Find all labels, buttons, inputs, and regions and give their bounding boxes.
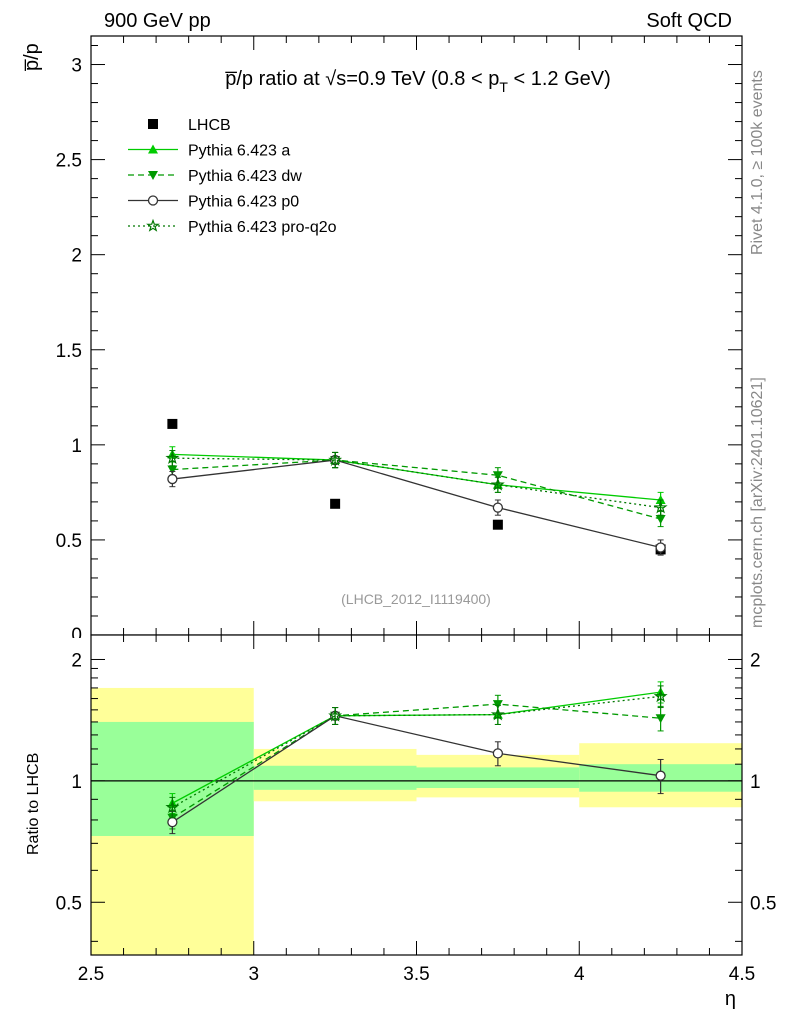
series-line-pythia-6-423-dw	[172, 459, 661, 520]
y-tick-label-right: 2	[750, 650, 761, 671]
y-tick-label: 2	[71, 650, 82, 671]
point-lhcb	[492, 519, 503, 530]
legend-marker-pythia-6-423-pro-q2o	[146, 218, 160, 232]
legend-marker-pythia-6-423-a	[148, 144, 158, 154]
y-tick-label-right: 1	[750, 772, 761, 793]
uncertainty-band-inner	[253, 765, 417, 790]
legend-marker-pythia-6-423-p0	[147, 195, 159, 206]
y-tick-label-right: 0.5	[750, 893, 776, 914]
point-lhcb	[330, 498, 341, 509]
legend-marker-pythia-6-423-dw	[148, 171, 158, 180]
uncertainty-band-inner	[416, 767, 580, 789]
chart-title-subscript: T	[499, 79, 508, 95]
side-label-rivet: Rivet 4.1.0, ≥ 100k events	[749, 70, 766, 255]
x-tick-label: 4.5	[729, 964, 755, 985]
series-pythia-6-423-pro-q2o	[165, 450, 668, 516]
series-line-pythia-6-423-pro-q2o	[172, 457, 661, 509]
legend-label-pythia-6-423-pro-q2o: Pythia 6.423 pro-q2o	[188, 219, 337, 236]
y-tick-label: 1	[71, 772, 82, 793]
ratio-point-pythia-6-423-dw	[655, 714, 666, 724]
y-tick-label: 2	[71, 246, 82, 267]
point-pythia-6-423-pro-q2o	[328, 452, 343, 466]
chart-title-rest: < 1.2 GeV)	[508, 68, 611, 90]
legend-label-pythia-6-423-a: Pythia 6.423 a	[188, 143, 290, 160]
x-axis-label: η	[725, 988, 736, 1010]
y-tick-label: 0	[71, 625, 82, 646]
point-pythia-6-423-dw	[167, 465, 178, 475]
y-tick-label: 3	[71, 56, 82, 77]
legend-label-pythia-6-423-p0: Pythia 6.423 p0	[188, 194, 299, 211]
ratio-line-pythia-6-423-p0	[172, 715, 661, 823]
ratio-point-pythia-6-423-pro-q2o	[328, 708, 343, 722]
ratio-point-pythia-6-423-dw	[492, 700, 503, 710]
ratio-point-pythia-6-423-pro-q2o	[165, 799, 180, 814]
ratio-point-pythia-6-423-pro-q2o	[653, 689, 668, 703]
point-pythia-6-423-p0	[167, 473, 178, 485]
header-left: 900 GeV pp	[104, 10, 211, 32]
point-pythia-6-423-dw	[655, 515, 666, 525]
chart-title: p̅/p ratio at √s=0.9 TeV (0.8 < pT < 1.2…	[225, 68, 611, 95]
legend-marker-lhcb	[148, 119, 158, 129]
x-tick-label: 2.5	[78, 964, 104, 985]
y-tick-label: 2.5	[56, 151, 82, 172]
ratio-point-pythia-6-423-pro-q2o	[490, 707, 505, 721]
legend-label-pythia-6-423-dw: Pythia 6.423 dw	[188, 168, 302, 185]
chart-title-main: p̅/p ratio at √s=0.9 TeV (0.8 < p	[225, 68, 499, 90]
main-panel: 0.5 1 1.5 2 2.5 3 0 p̅/p p̅/p ratio at √s=0.9 Te…	[21, 35, 743, 646]
y-axis-label: p̅/p	[21, 43, 43, 71]
point-pythia-6-423-p0	[655, 542, 666, 553]
ratio-line-pythia-6-423-dw	[172, 703, 661, 819]
ratio-point-pythia-6-423-p0	[167, 817, 178, 828]
header-right: Soft QCD	[646, 10, 732, 32]
ratio-line-pythia-6-423-a	[172, 691, 661, 804]
y-tick-label: 1	[71, 436, 82, 457]
ratio-series-pythia-6-423-pro-q2o	[165, 685, 668, 819]
ratio-point-pythia-6-423-p0	[655, 770, 666, 781]
point-pythia-6-423-p0	[492, 502, 504, 513]
x-tick-label: 4	[574, 964, 585, 985]
y-tick-label: 1.5	[56, 341, 82, 362]
point-pythia-6-423-dw	[492, 471, 503, 481]
y-tick-label: 0.5	[56, 531, 82, 552]
ratio-panel: 0.5 0.5 1 1 2 2 Ratio to LHCB 2.5 3 3.5 4 4.5 η	[25, 634, 776, 1010]
point-pythia-6-423-pro-q2o	[165, 450, 180, 465]
x-tick-label: 3	[248, 964, 259, 985]
legend-label-lhcb: LHCB	[188, 117, 231, 134]
series-line-pythia-6-423-p0	[172, 459, 661, 549]
point-pythia-6-423-pro-q2o	[653, 500, 668, 514]
point-pythia-6-423-pro-q2o	[490, 477, 505, 491]
ratio-point-pythia-6-423-p0	[492, 748, 504, 759]
x-tick-label: 3.5	[403, 964, 429, 985]
analysis-watermark: (LHCB_2012_I1119400)	[341, 591, 491, 607]
side-label-mcplots: mcplots.cern.ch [arXiv:2401.10621]	[749, 377, 766, 628]
plot-frame	[90, 35, 743, 636]
ratio-y-axis-label: Ratio to LHCB	[25, 753, 42, 855]
point-lhcb	[167, 418, 178, 429]
ratio-line-pythia-6-423-pro-q2o	[172, 695, 661, 808]
y-tick-label: 0.5	[56, 893, 82, 914]
